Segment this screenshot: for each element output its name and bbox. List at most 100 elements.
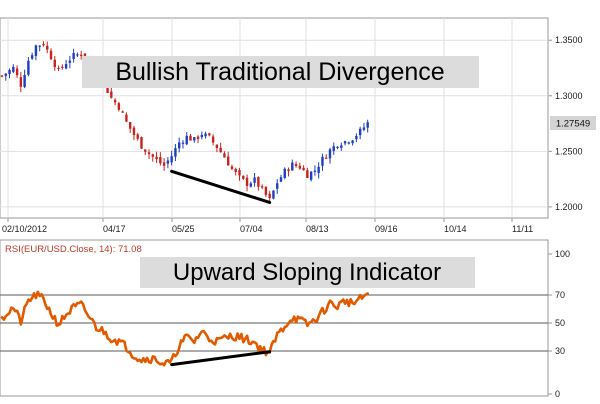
price-x-tick-label: 11/11 — [512, 224, 533, 234]
price-y-tick-label: 1.2000 — [555, 202, 583, 212]
candle-body — [291, 162, 294, 171]
candle-body — [260, 186, 264, 188]
candle-body — [19, 77, 23, 87]
candle-body — [0, 75, 4, 77]
candle-body — [276, 183, 279, 189]
candle-body — [253, 177, 256, 183]
candle-body — [42, 43, 45, 46]
candle-body — [30, 55, 34, 59]
candle-body — [294, 164, 298, 167]
candle-body — [257, 177, 260, 187]
rsi-annotation: Upward Sloping Indicator — [140, 257, 475, 288]
candle-body — [147, 152, 151, 154]
candle-body — [332, 146, 335, 151]
candle-body — [366, 122, 369, 128]
price-y-tick-label: 1.3500 — [555, 35, 583, 45]
price-y-tick-label: 1.3000 — [555, 91, 583, 101]
candle-body — [128, 121, 132, 129]
candle-body — [242, 175, 245, 179]
rsi-y-axis: 100 70 50 30 0 — [548, 249, 570, 399]
candle-body — [264, 186, 268, 195]
candle-body — [12, 66, 15, 72]
candle-body — [234, 168, 237, 173]
candle-body — [68, 60, 72, 63]
price-x-tick-label: 09/16 — [375, 224, 398, 234]
candle-body — [8, 69, 11, 74]
candle-body — [230, 166, 234, 169]
candle-body — [166, 160, 170, 164]
price-x-tick-label: 10/14 — [444, 224, 467, 234]
candle-body — [279, 177, 283, 182]
rsi-panel: 100 70 50 30 0 RSI(EUR/USD.Close, 14): 71.08… — [0, 239, 570, 399]
candle-body — [347, 142, 351, 144]
rsi-series-line — [0, 290, 369, 367]
price-divergence-trendline — [170, 169, 272, 204]
candle-body — [208, 133, 211, 136]
candle-body — [227, 156, 230, 166]
price-annotation: Bullish Traditional Divergence — [82, 56, 479, 88]
rsi-annotation-text: Upward Sloping Indicator — [173, 259, 441, 286]
candle-body — [110, 91, 113, 98]
rsi-y-tick-label: 0 — [555, 389, 560, 399]
candle-body — [196, 136, 200, 139]
candle-body — [351, 140, 354, 144]
candle-body — [76, 54, 79, 56]
candle-body — [23, 74, 26, 88]
candle-body — [64, 64, 68, 69]
price-y-tick-label: 1.2500 — [555, 146, 583, 156]
price-annotation-background — [82, 56, 479, 88]
candle-body — [340, 145, 343, 148]
candle-body — [343, 141, 347, 144]
price-x-tick-label: 07/04 — [240, 224, 263, 234]
candle-body — [125, 114, 128, 122]
rsi-y-tick-label: 70 — [555, 290, 565, 300]
candle-body — [223, 153, 226, 158]
rsi-series-label: RSI(EUR/USD.Close, 14): 71.08 — [5, 244, 142, 255]
candle-body — [57, 67, 60, 70]
candle-body — [136, 134, 139, 139]
last-price-box — [550, 116, 596, 131]
candle-body — [219, 147, 222, 153]
last-price-label: 1.27549 — [556, 119, 590, 130]
price-x-tick-label: 02/10/2012 — [2, 224, 47, 234]
candle-body — [106, 84, 109, 93]
rsi-y-tick-label: 30 — [555, 346, 565, 356]
candle-body — [117, 103, 121, 110]
candle-body — [249, 183, 253, 187]
price-x-axis: 02/10/2012 04/17 05/25 07/04 08/13 09/16 10/14… — [2, 218, 533, 234]
candle-body — [162, 162, 166, 166]
candle-body — [268, 193, 271, 199]
price-plot-area — [0, 17, 549, 219]
candle-body — [46, 45, 49, 50]
candle-body — [155, 156, 158, 160]
rsi-y-tick-label: 50 — [555, 318, 565, 328]
candle-body — [302, 167, 305, 171]
candle-body — [4, 73, 7, 76]
candle-body — [53, 59, 56, 68]
candle-body — [174, 148, 177, 157]
price-x-tick-label: 08/13 — [306, 224, 329, 234]
rsi-y-tick-label: 100 — [555, 249, 570, 259]
candle-body — [317, 166, 320, 173]
candle-body — [189, 135, 192, 141]
candle-body — [79, 54, 83, 56]
candle-body — [287, 169, 290, 171]
price-y-axis: 1.3500 1.3000 1.2500 1.2000 — [548, 35, 583, 212]
candle-body — [215, 144, 219, 149]
candle-body — [362, 127, 366, 130]
candle-body — [313, 170, 317, 172]
candle-body — [177, 142, 181, 149]
price-x-tick-label: 04/17 — [103, 224, 126, 234]
candle-body — [121, 111, 124, 113]
last-price-badge: 1.27549 — [550, 116, 596, 131]
candle-body — [170, 156, 173, 163]
candle-body — [306, 170, 309, 178]
candle-body — [321, 156, 324, 166]
candle-body — [211, 136, 215, 143]
candle-body — [328, 149, 332, 159]
candle-body — [272, 190, 275, 199]
rsi-level-lines — [0, 294, 548, 352]
candle-body — [49, 50, 53, 60]
candle-body — [193, 137, 196, 141]
